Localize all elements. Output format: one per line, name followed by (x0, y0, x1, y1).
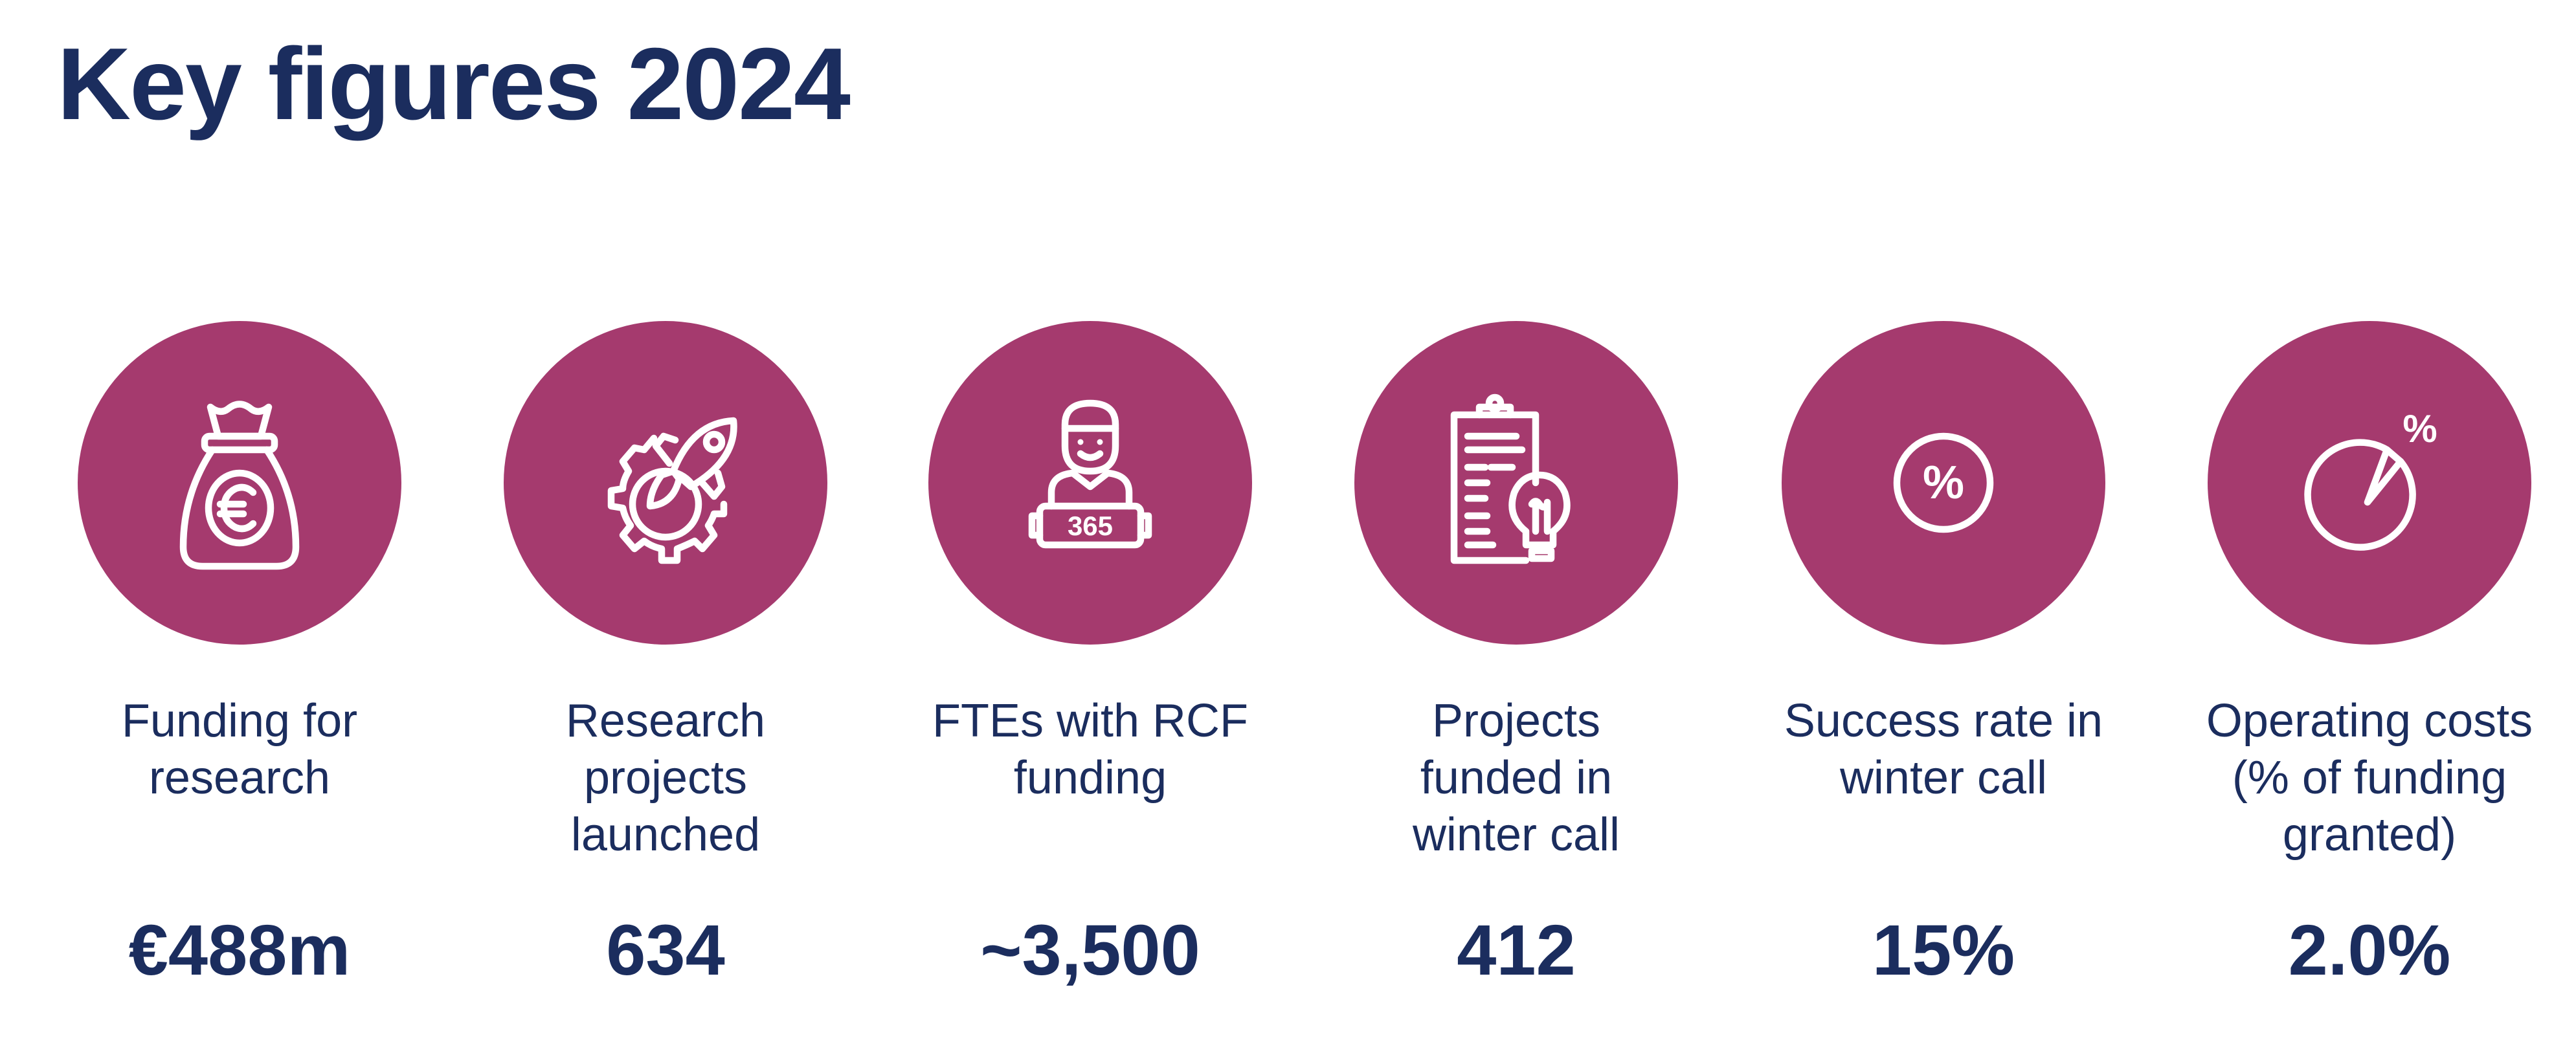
figure-value: 412 (1457, 911, 1576, 990)
figure-label: Operating costs (% of funding granted) (2206, 695, 2533, 861)
icon-circle: 365 (928, 321, 1252, 645)
figure-label: FTEs with RCF funding (932, 695, 1248, 804)
figure-label: Projects funded in winter call (1412, 695, 1620, 861)
figure-value: €488m (128, 911, 351, 990)
icon-circle: % (2208, 321, 2531, 645)
figure-value: 634 (606, 911, 725, 990)
key-figure-projects-funded: Projects funded in winter call 412 (1309, 0, 1723, 1040)
svg-text:%: % (2402, 407, 2437, 450)
percent-circle-icon: % (1893, 432, 1994, 533)
page-title: Key figures 2024 (57, 27, 851, 141)
key-figure-success-rate: % Success rate in winter call 15% (1736, 0, 2151, 1040)
figure-value: ~3,500 (980, 911, 1200, 990)
key-figure-funding: Funding for research €488m (32, 0, 447, 1040)
icon-circle (1354, 321, 1678, 645)
figure-value: 2.0% (2288, 911, 2451, 990)
clipboard-lightbulb-icon (1450, 393, 1571, 564)
money-bag-euro-icon (179, 401, 300, 570)
figure-label: Success rate in winter call (1784, 695, 2103, 804)
rocket-gear-icon (607, 417, 737, 564)
figure-value: 15% (1872, 911, 2015, 990)
figure-label: Research projects launched (565, 695, 766, 861)
icon-circle (78, 321, 401, 645)
icon-circle: % (1782, 321, 2105, 645)
key-figure-projects-launched: Research projects launched 634 (458, 0, 873, 1040)
key-figure-ftes: 365 FTEs with RCF funding ~3,500 (883, 0, 1297, 1040)
svg-text:365: 365 (1068, 511, 1113, 541)
pie-slice-percent-icon: % (2304, 407, 2437, 551)
person-holding-365-sign-icon: 365 (1028, 399, 1152, 549)
key-figure-operating-costs: % Operating costs (% of funding granted)… (2162, 0, 2576, 1040)
svg-text:%: % (1923, 457, 1964, 509)
icon-circle (504, 321, 827, 645)
figure-label: Funding for research (121, 695, 358, 804)
